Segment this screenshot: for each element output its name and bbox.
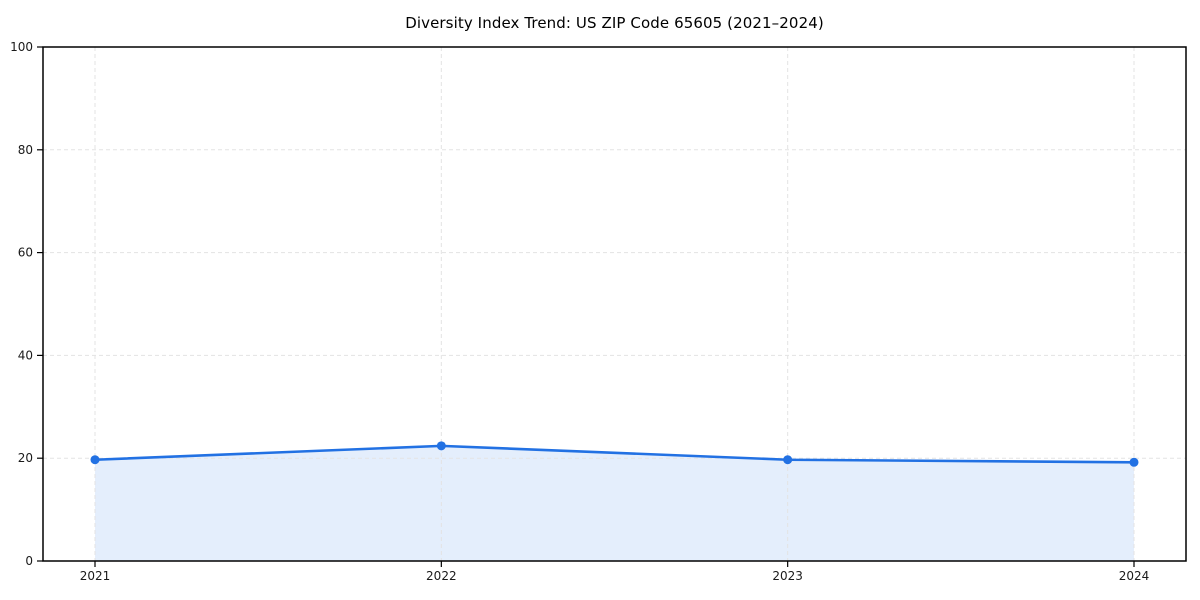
y-tick-label: 0 — [25, 554, 33, 568]
x-tick-label: 2024 — [1119, 569, 1150, 583]
data-line — [93, 444, 1136, 464]
data-point-marker — [436, 441, 446, 451]
x-tick-label: 2022 — [426, 569, 457, 583]
plot-border — [42, 46, 1187, 562]
data-point-marker — [783, 455, 793, 465]
area-fill — [95, 445, 1134, 561]
x-tick-label: 2023 — [772, 569, 803, 583]
chart-title: Diversity Index Trend: US ZIP Code 65605… — [405, 14, 824, 32]
data-point-marker — [1129, 457, 1139, 467]
x-tick-label: 2021 — [80, 569, 111, 583]
data-point-marker — [90, 455, 100, 465]
y-tick-label: 80 — [18, 143, 33, 157]
y-tick-label: 100 — [10, 40, 33, 54]
y-tick-label: 40 — [18, 348, 33, 362]
y-tick-label: 20 — [18, 451, 33, 465]
y-tick-label: 60 — [18, 246, 33, 260]
